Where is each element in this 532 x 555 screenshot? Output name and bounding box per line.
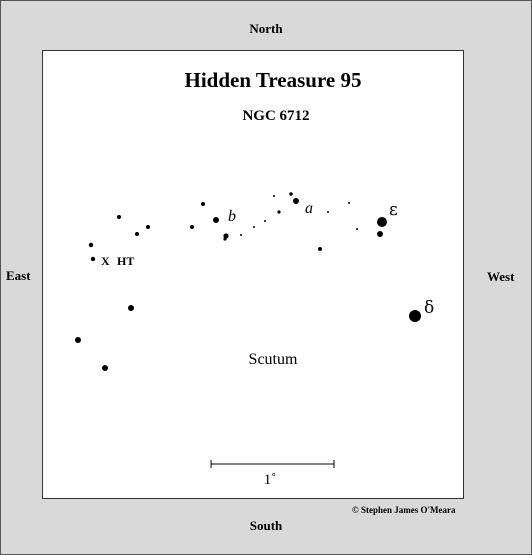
star-label-b: b: [228, 208, 236, 225]
star: [277, 210, 281, 214]
star: [190, 225, 194, 229]
star: [135, 232, 139, 236]
star: [289, 192, 293, 196]
star: [223, 237, 227, 241]
star: [356, 228, 358, 230]
star: [253, 226, 255, 228]
direction-west: West: [487, 269, 515, 284]
star: [264, 220, 266, 222]
stars: [75, 192, 421, 371]
star-a: [293, 198, 299, 204]
star: [117, 215, 121, 219]
star: [146, 225, 150, 229]
chart-title: Hidden Treasure 95: [185, 68, 362, 92]
star: [348, 202, 350, 204]
star: [377, 231, 383, 237]
direction-north: North: [249, 21, 283, 36]
star: [240, 234, 242, 236]
star: [75, 337, 81, 343]
star: [327, 211, 329, 213]
star-delta: [409, 310, 421, 322]
star-chart-panel: [42, 50, 464, 499]
star: [88, 242, 94, 248]
chart-subtitle: NGC 6712: [242, 108, 309, 124]
star: [223, 233, 229, 239]
star: [102, 365, 108, 371]
direction-east: East: [6, 268, 31, 283]
star-label-epsilon: ε: [389, 200, 398, 220]
constellation-label: Scutum: [249, 351, 298, 368]
scale-label: 1˚: [264, 472, 277, 488]
star-label-delta: δ: [424, 298, 434, 318]
star: [273, 195, 275, 197]
direction-south: South: [249, 518, 283, 533]
target-label: HT: [117, 254, 134, 268]
star: [318, 247, 322, 251]
target-marker: X: [101, 254, 110, 268]
star-b: [213, 217, 219, 223]
star: [128, 305, 134, 311]
star: [201, 202, 205, 206]
scale-bar: [210, 460, 335, 468]
star-epsilon: [377, 217, 387, 227]
copyright-credit: © Stephen James O'Meara: [352, 505, 456, 515]
star-label-a: a: [305, 200, 313, 217]
star: [90, 256, 96, 262]
